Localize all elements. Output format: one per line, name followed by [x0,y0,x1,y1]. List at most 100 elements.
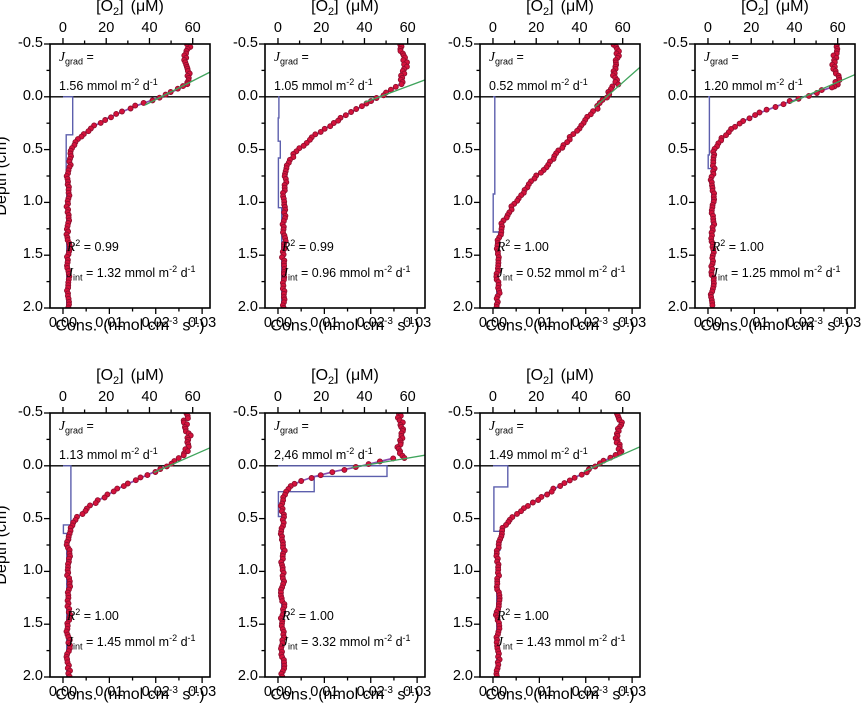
cons-tick-label: 0.00 [48,315,78,331]
cons-tick-label: 0.02 [571,684,600,700]
o2-tick-label: 60 [829,20,846,36]
o2-tick-label: 0 [703,20,713,36]
jgrad-label: Jgrad = [59,418,94,436]
cons-axis-title: Cons. (nmol cm-3 s-1) [270,316,420,335]
depth-tick-label: -0.5 [663,35,688,51]
fit-stats-annotation: R2 = 1.00 Jint = 1.43 mmol m-2 d-1 [497,601,626,658]
jgrad-annotation: Jgrad = 1.13 mmol m-2 d-1 [59,416,158,465]
o2-unit: (μM) [130,0,164,15]
cons-tick-label: 0.03 [402,684,432,700]
o2-bracket: [O [741,0,759,15]
o2-axis-title: [O2] (μM) [526,0,594,18]
o2-tick-label: 60 [184,20,201,36]
cons-tick-label: 0.00 [478,684,508,700]
r2-line: R2 = 0.99 [282,238,334,255]
cons-axis-title: Cons. (nmol cm-3 s-1) [270,685,420,704]
depth-tick-label: 1.5 [22,615,43,632]
o2-tick-label: 40 [141,20,158,36]
o2-bracket: [O [96,0,114,15]
r2-line: R2 = 1.00 [497,607,549,624]
cons-tick-label: 0.01 [95,315,124,331]
o2-tick-label: 40 [571,20,588,36]
cons-tick-label: 0.00 [478,315,508,331]
depth-tick-label: 1.0 [237,562,258,579]
jgrad-annotation: Jgrad = 0.52 mmol m-2 d-1 [489,47,588,96]
o2-tick-label: 40 [786,20,803,36]
fit-stats-annotation: R2 = 1.00 Jint = 0.52 mmol m-2 d-1 [497,232,626,289]
jgrad-value: 0.52 mmol m-2 d-1 [489,76,588,93]
depth-tick-label: 1.5 [667,246,688,263]
fit-stats-annotation: R2 = 1.00 Jint = 1.25 mmol m-2 d-1 [712,232,841,289]
profile-plot-area [259,38,426,314]
o2-profile-panel-7: [O2] (μM) 0 20 40 60 -0.5 0.0 0.5 1.0 1.5 2.0 Jgr… [448,367,646,703]
cons-tick-label: 0.02 [141,684,170,700]
o2-unit: (μM) [560,0,594,15]
depth-tick-label: -0.5 [233,404,258,420]
cons-axis-title: Cons. (nmol cm-3 s-1) [55,316,205,335]
cons-tick-label: 0.02 [786,315,815,331]
depth-tick-label: -0.5 [18,404,43,420]
cons-tick-label: 0.03 [187,315,217,331]
depth-tick-label: 2.0 [22,668,43,684]
o2-tick-label: 20 [313,389,330,405]
o2-tick-label: 60 [184,389,201,405]
jgrad-value: 1.05 mmol m-2 d-1 [274,76,373,93]
jint-line: Jint = 0.96 mmol m-2 d-1 [282,264,411,283]
cons-tick-label: 0.03 [617,684,647,700]
depth-tick-label: 1.0 [452,562,473,579]
o2-bracket-close: ] [334,367,339,384]
depth-tick-label: 0.0 [22,456,43,473]
o2-tick-label: 40 [356,389,373,405]
cons-tick-label: 0.03 [617,315,647,331]
cons-axis-title: Cons. (nmol cm-3 s-1) [485,316,635,335]
r2-line: R2 = 1.00 [282,607,334,624]
jgrad-value: 2,46 mmol m-2 d-1 [274,445,373,462]
o2-unit: (μM) [130,367,164,384]
depth-tick-label: 1.0 [452,193,473,210]
jgrad-value: 1.20 mmol m-2 d-1 [704,76,803,93]
depth-tick-label: 0.5 [452,140,473,157]
cons-tick-label: 0.02 [356,315,385,331]
o2-bracket: [O [526,0,544,15]
o2-subscript: 2 [113,375,120,388]
o2-tick-label: 0 [488,389,498,405]
fit-stats-annotation: R2 = 0.99 Jint = 0.96 mmol m-2 d-1 [282,232,411,289]
depth-tick-label: 0.5 [22,140,43,157]
r2-line: R2 = 1.00 [67,607,119,624]
jgrad-annotation: Jgrad = 2,46 mmol m-2 d-1 [274,416,373,465]
cons-tick-label: 0.01 [740,315,769,331]
o2-profile-panel-2: [O2] (μM) 0 20 40 60 -0.5 0.0 0.5 1.0 1.5 2.0 Jgr… [233,0,431,334]
cons-tick-label: 0.02 [356,684,385,700]
o2-tick-label: 20 [98,20,115,36]
depth-tick-label: 2.0 [667,299,688,315]
o2-profile-panel-4: [O2] (μM) 0 20 40 60 -0.5 0.0 0.5 1.0 1.5 2.0 Jgr… [663,0,861,334]
o2-tick-label: 20 [528,20,545,36]
o2-subscript: 2 [543,6,550,19]
jint-line: Jint = 3.32 mmol m-2 d-1 [282,633,411,652]
depth-tick-label: -0.5 [448,404,473,420]
o2-bracket-close: ] [119,0,124,15]
r2-line: R2 = 0.99 [67,238,119,255]
o2-axis-title: [O2] (μM) [741,0,809,18]
o2-tick-label: 0 [273,389,283,405]
depth-tick-label: -0.5 [233,35,258,51]
depth-tick-label: 0.0 [22,87,43,104]
o2-subscript: 2 [328,375,335,388]
cons-tick-label: 0.02 [571,315,600,331]
jgrad-label: Jgrad = [59,49,94,67]
profile-plot-area [474,407,641,683]
depth-tick-label: -0.5 [448,35,473,51]
o2-tick-label: 20 [743,20,760,36]
o2-tick-label: 0 [273,20,283,36]
jgrad-annotation: Jgrad = 1.20 mmol m-2 d-1 [704,47,803,96]
o2-axis-title: [O2] (μM) [311,0,379,18]
depth-tick-label: 1.5 [237,246,258,263]
cons-tick-label: 0.01 [525,315,554,331]
o2-tick-label: 20 [528,389,545,405]
jgrad-label: Jgrad = [274,49,309,67]
cons-tick-label: 0.00 [693,315,723,331]
o2-tick-label: 20 [98,389,115,405]
o2-axis-title: [O2] (μM) [311,367,379,387]
profile-plot-area [689,38,856,314]
cons-tick-label: 0.00 [263,315,293,331]
